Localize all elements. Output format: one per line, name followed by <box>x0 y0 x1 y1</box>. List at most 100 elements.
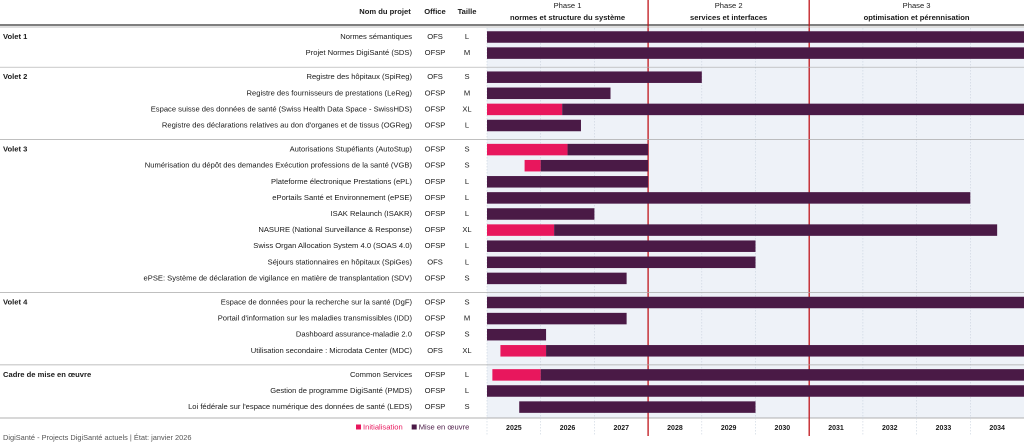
project-size: L <box>465 370 469 379</box>
header-size: Taille <box>458 7 477 16</box>
project-office: OFSP <box>425 161 446 170</box>
project-name: Loi fédérale sur l'espace numérique des … <box>188 402 412 411</box>
x-tick-label: 2027 <box>613 425 629 432</box>
x-tick-label: 2028 <box>667 425 683 432</box>
project-name: Normes sémantiques <box>340 32 412 41</box>
implementation-bar <box>487 71 702 83</box>
x-tick-label: 2030 <box>775 425 791 432</box>
implementation-bar <box>487 328 547 341</box>
project-office: OFSP <box>425 193 446 202</box>
implementation-bar <box>540 369 1024 381</box>
project-name: ePortails Santé et Environnement (ePSE) <box>272 193 412 202</box>
project-office: OFSP <box>425 273 446 282</box>
project-name: Autorisations Stupéfiants (AutoStup) <box>290 145 413 154</box>
project-office: OFSP <box>425 209 446 218</box>
group-name: Cadre de mise en œuvre <box>3 370 91 379</box>
implementation-bar <box>554 224 998 236</box>
project-name: Registre des hôpitaux (SpiReg) <box>306 72 412 81</box>
project-office: OFSP <box>425 314 446 323</box>
project-office: OFS <box>427 346 443 355</box>
project-name: Espace suisse des données de santé (Swis… <box>151 104 413 113</box>
x-tick-label: 2029 <box>721 425 737 432</box>
phase-name: Phase 3 <box>903 1 931 10</box>
project-size: L <box>465 177 469 186</box>
implementation-bar <box>540 159 649 172</box>
group-name: Volet 2 <box>3 72 27 81</box>
x-tick-label: 2032 <box>882 425 898 432</box>
group-name: Volet 1 <box>3 32 28 41</box>
project-size: L <box>465 209 469 218</box>
project-office: OFS <box>427 257 443 266</box>
project-office: OFSP <box>425 121 446 130</box>
project-office: OFSP <box>425 225 446 234</box>
project-office: OFSP <box>425 104 446 113</box>
project-size: L <box>465 32 469 41</box>
initialisation-bar <box>492 369 541 381</box>
legend-label: Mise en œuvre <box>419 423 470 432</box>
header-office: Office <box>424 7 446 16</box>
initialisation-bar <box>500 345 547 357</box>
initialisation-bar <box>487 143 568 156</box>
project-office: OFS <box>427 32 443 41</box>
phase-subtitle: optimisation et pérennisation <box>864 13 970 22</box>
project-name: Dashboard assurance-maladie 2.0 <box>296 330 412 339</box>
implementation-bar <box>487 31 1024 43</box>
project-size: S <box>464 298 469 307</box>
project-size: S <box>464 145 469 154</box>
x-tick-label: 2025 <box>506 425 522 432</box>
implementation-bar <box>487 47 1024 59</box>
project-size: XL <box>462 104 471 113</box>
implementation-bar <box>519 401 756 413</box>
implementation-bar <box>487 176 649 188</box>
project-size: S <box>464 273 469 282</box>
group-name: Volet 4 <box>3 298 28 307</box>
phase-name: Phase 2 <box>715 1 743 10</box>
implementation-bar <box>487 119 581 132</box>
project-size: S <box>464 402 469 411</box>
implementation-bar <box>487 87 611 100</box>
implementation-bar <box>562 103 1024 116</box>
implementation-bar <box>567 143 649 156</box>
footer: DigiSanté - Projects DigiSanté actuels |… <box>3 433 191 442</box>
project-size: M <box>464 314 470 323</box>
project-size: L <box>465 257 469 266</box>
project-name: Plateforme électronique Prestations (ePL… <box>271 177 412 186</box>
implementation-bar <box>487 385 1024 397</box>
x-tick-label: 2034 <box>989 425 1005 432</box>
project-name: Common Services <box>350 370 412 379</box>
project-name: NASURE (National Surveillance & Response… <box>258 225 412 234</box>
project-size: S <box>464 330 469 339</box>
project-office: OFS <box>427 72 443 81</box>
project-office: OFSP <box>425 177 446 186</box>
x-tick-label: 2026 <box>560 425 576 432</box>
project-size: L <box>465 386 469 395</box>
project-office: OFSP <box>425 88 446 97</box>
project-name: Numérisation du dépôt des demandes Exécu… <box>145 161 413 170</box>
phase-name: Phase 1 <box>554 1 582 10</box>
project-size: L <box>465 193 469 202</box>
project-size: S <box>464 72 469 81</box>
implementation-bar <box>487 208 595 220</box>
project-size: M <box>464 88 470 97</box>
project-office: OFSP <box>425 370 446 379</box>
legend-swatch <box>356 424 361 430</box>
x-tick-label: 2031 <box>828 425 844 432</box>
project-name: Espace de données pour la recherche sur … <box>221 298 413 307</box>
implementation-bar <box>487 256 756 269</box>
implementation-bar <box>546 345 1024 357</box>
initialisation-bar <box>487 224 555 236</box>
project-office: OFSP <box>425 48 446 57</box>
project-name: Projet Normes DigiSanté (SDS) <box>306 48 413 57</box>
phase-subtitle: normes et structure du système <box>510 13 625 22</box>
project-size: XL <box>462 346 471 355</box>
implementation-bar <box>487 240 756 252</box>
project-name: Gestion de programme DigiSanté (PMDS) <box>270 386 412 395</box>
project-name: ePSE: Système de déclaration de vigilanc… <box>144 273 413 282</box>
project-size: L <box>465 241 469 250</box>
project-name: Portail d'information sur les maladies t… <box>218 314 413 323</box>
header-name: Nom du projet <box>359 7 411 16</box>
project-name: ISAK Relaunch (ISAKR) <box>331 209 413 218</box>
implementation-bar <box>487 312 627 325</box>
project-size: XL <box>462 225 471 234</box>
